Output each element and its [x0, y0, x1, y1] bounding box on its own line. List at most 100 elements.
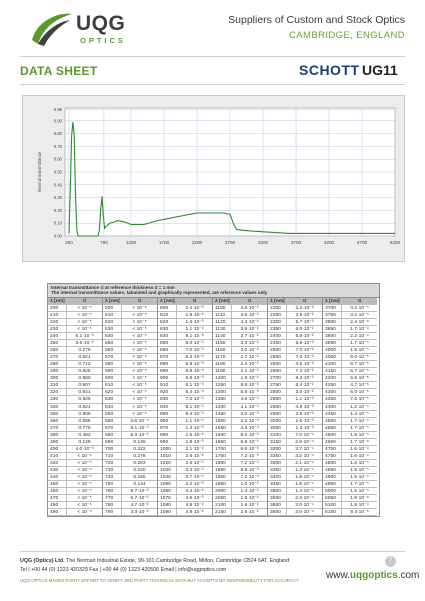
table-row: 5100 1.8·10⁻⁴ [323, 502, 377, 510]
cell-transmittance: < 10⁻⁵ [122, 326, 157, 334]
cell-wavelength: 500 [103, 304, 122, 312]
cell-wavelength: 610 [103, 382, 122, 390]
table-row: 970 1.3·10⁻² [158, 424, 212, 432]
table-row: 200 < 10⁻⁵ [48, 304, 102, 312]
cell-transmittance: 2.5·10⁻³ [287, 411, 322, 418]
table-row: 2650 7.2·10⁻² [268, 368, 322, 376]
cell-wavelength: 480 [48, 502, 67, 510]
cell-transmittance: 3.3·10⁻² [232, 340, 267, 348]
table-row: 2900 4.8·10⁻³ [268, 403, 322, 411]
table-caption-line2: The internal transmittance values, tabul… [51, 290, 268, 296]
cell-wavelength: 930 [158, 396, 177, 404]
cell-transmittance: 1.9·10⁻² [232, 375, 267, 383]
cell-wavelength: 4200 [323, 375, 342, 383]
cell-wavelength: 3350 [268, 466, 287, 474]
cell-transmittance: 3.6·10⁻⁴ [122, 418, 157, 425]
cell-wavelength: 1130 [213, 326, 232, 334]
table-row: 780 4.7·10⁻² [103, 502, 157, 510]
cell-wavelength: 570 [103, 354, 122, 362]
cell-transmittance: 3.2·10⁻² [287, 305, 322, 312]
cell-transmittance: 4.6·10⁻³ [232, 396, 267, 404]
table-row: 1160 3.0·10⁻² [213, 347, 267, 355]
table-header-row: λ [nm] τi [103, 297, 157, 305]
table-row: 240 6.1·10⁻³ [48, 333, 102, 341]
cell-wavelength: 220 [48, 318, 67, 326]
table-row: 770 6.7·10⁻² [103, 495, 157, 503]
cell-wavelength: 2950 [268, 410, 287, 418]
cell-transmittance: 2.4·10⁻² [232, 361, 267, 369]
table-row: 400 4.0·10⁻³ [48, 445, 102, 453]
cell-transmittance: 1.5·10⁻² [177, 432, 212, 439]
table-row: 1190 2.1·10⁻² [213, 368, 267, 376]
table-row: 680 5.0·10⁻² [103, 431, 157, 439]
table-row: 490 < 10⁻⁵ [48, 509, 102, 517]
table-column-group: λ [nm] τi 2200 3.2·10⁻² 2250 3.9·10⁻² 2300 5.7·… [268, 297, 323, 517]
table-row: 940 8.1·10⁻³ [158, 403, 212, 411]
table-row: 2000 1.4·10⁻² [213, 488, 267, 496]
table-row: 910 6.1·10⁻³ [158, 382, 212, 390]
table-row: 1020 2.8·10⁻² [158, 459, 212, 467]
cell-transmittance: 1.6·10⁻² [232, 495, 267, 503]
cell-wavelength: 2550 [268, 354, 287, 362]
cell-transmittance: 7.0·10⁻⁴ [287, 432, 322, 439]
cell-transmittance: 2.8·10⁻² [177, 460, 212, 467]
header-wavelength: λ [nm] [268, 297, 287, 305]
table-row: 580 < 10⁻⁵ [103, 361, 157, 369]
cell-transmittance: 1.7·10⁻⁴ [342, 340, 377, 348]
y-tick-label: 0.30 [54, 195, 63, 200]
table-row: 2300 5.7·10⁻² [268, 318, 322, 326]
cell-transmittance: 8.3·10⁻² [287, 375, 322, 383]
cell-transmittance: 5.9·10⁻³ [177, 375, 212, 383]
table-row: 890 5.8·10⁻³ [158, 368, 212, 376]
table-row: 880 5.9·10⁻³ [158, 361, 212, 369]
cell-wavelength: 280 [48, 361, 67, 369]
cell-wavelength: 2850 [268, 396, 287, 404]
cell-transmittance: < 10⁻⁵ [122, 333, 157, 341]
website-link[interactable]: www.uqgoptics.com [326, 570, 419, 581]
cell-transmittance: 1.8·10⁻² [177, 312, 212, 319]
table-row: 3600 3.0·10⁻⁴ [268, 502, 322, 510]
cell-wavelength: 2800 [268, 389, 287, 397]
cell-transmittance: 3.7·10⁻⁴ [287, 446, 322, 453]
cell-transmittance: 0.276 [67, 347, 102, 355]
cell-transmittance: 0.921 [67, 404, 102, 411]
cell-wavelength: 970 [158, 424, 177, 432]
header-wavelength: λ [nm] [48, 297, 67, 305]
table-row: 900 5.9·10⁻³ [158, 375, 212, 383]
footer-address-text: The Norman Industrial Estate, 99-101 Cam… [64, 558, 290, 564]
cell-transmittance: 4.6·10⁻² [177, 495, 212, 503]
cell-transmittance: 4.8·10⁻³ [287, 404, 322, 411]
cell-wavelength: 770 [103, 495, 122, 503]
table-row: 1090 4.8·10⁻² [158, 509, 212, 517]
cell-wavelength: 330 [48, 396, 67, 404]
cell-transmittance: < 10⁻⁵ [122, 375, 157, 383]
cell-transmittance: 7.0·10⁻² [287, 347, 322, 355]
cell-transmittance: 9.1·10⁻³ [177, 333, 212, 341]
cell-wavelength: 680 [103, 431, 122, 439]
cell-wavelength: 520 [103, 318, 122, 326]
table-row: 760 9.7·10⁻² [103, 488, 157, 496]
cell-transmittance: < 10⁻⁵ [122, 382, 157, 390]
brand-name: SCHOTT [299, 62, 360, 78]
cell-transmittance: 1.8·10⁻⁴ [287, 481, 322, 489]
cell-transmittance: 1.3·10⁻³ [287, 425, 322, 432]
cell-wavelength: 4050 [323, 354, 342, 362]
header-wavelength: λ [nm] [213, 297, 232, 305]
cell-wavelength: 1080 [158, 502, 177, 510]
cell-wavelength: 4150 [323, 368, 342, 376]
table-row: 1600 5.0·10⁻³ [213, 431, 267, 439]
table-row: 2750 6.4·10⁻² [268, 382, 322, 390]
cell-transmittance: 2.1·10⁻² [177, 446, 212, 453]
cell-transmittance: 1.8·10⁻⁴ [342, 502, 377, 510]
cell-wavelength: 3900 [323, 333, 342, 341]
table-row: 1140 3.7·10⁻² [213, 333, 267, 341]
table-row: 3150 2.6·10⁻⁴ [268, 438, 322, 446]
table-row: 1100 4.9·10⁻² [213, 304, 267, 312]
cell-transmittance: 0.776 [67, 425, 102, 432]
table-row: 570 < 10⁻⁵ [103, 354, 157, 362]
cell-wavelength: 1450 [213, 410, 232, 418]
cell-transmittance: 6.4·10⁻² [287, 382, 322, 390]
cell-transmittance: 4.4·10⁻² [177, 488, 212, 496]
table-header-row: λ [nm] τi [48, 297, 102, 305]
table-row: 310 0.907 [48, 382, 102, 390]
